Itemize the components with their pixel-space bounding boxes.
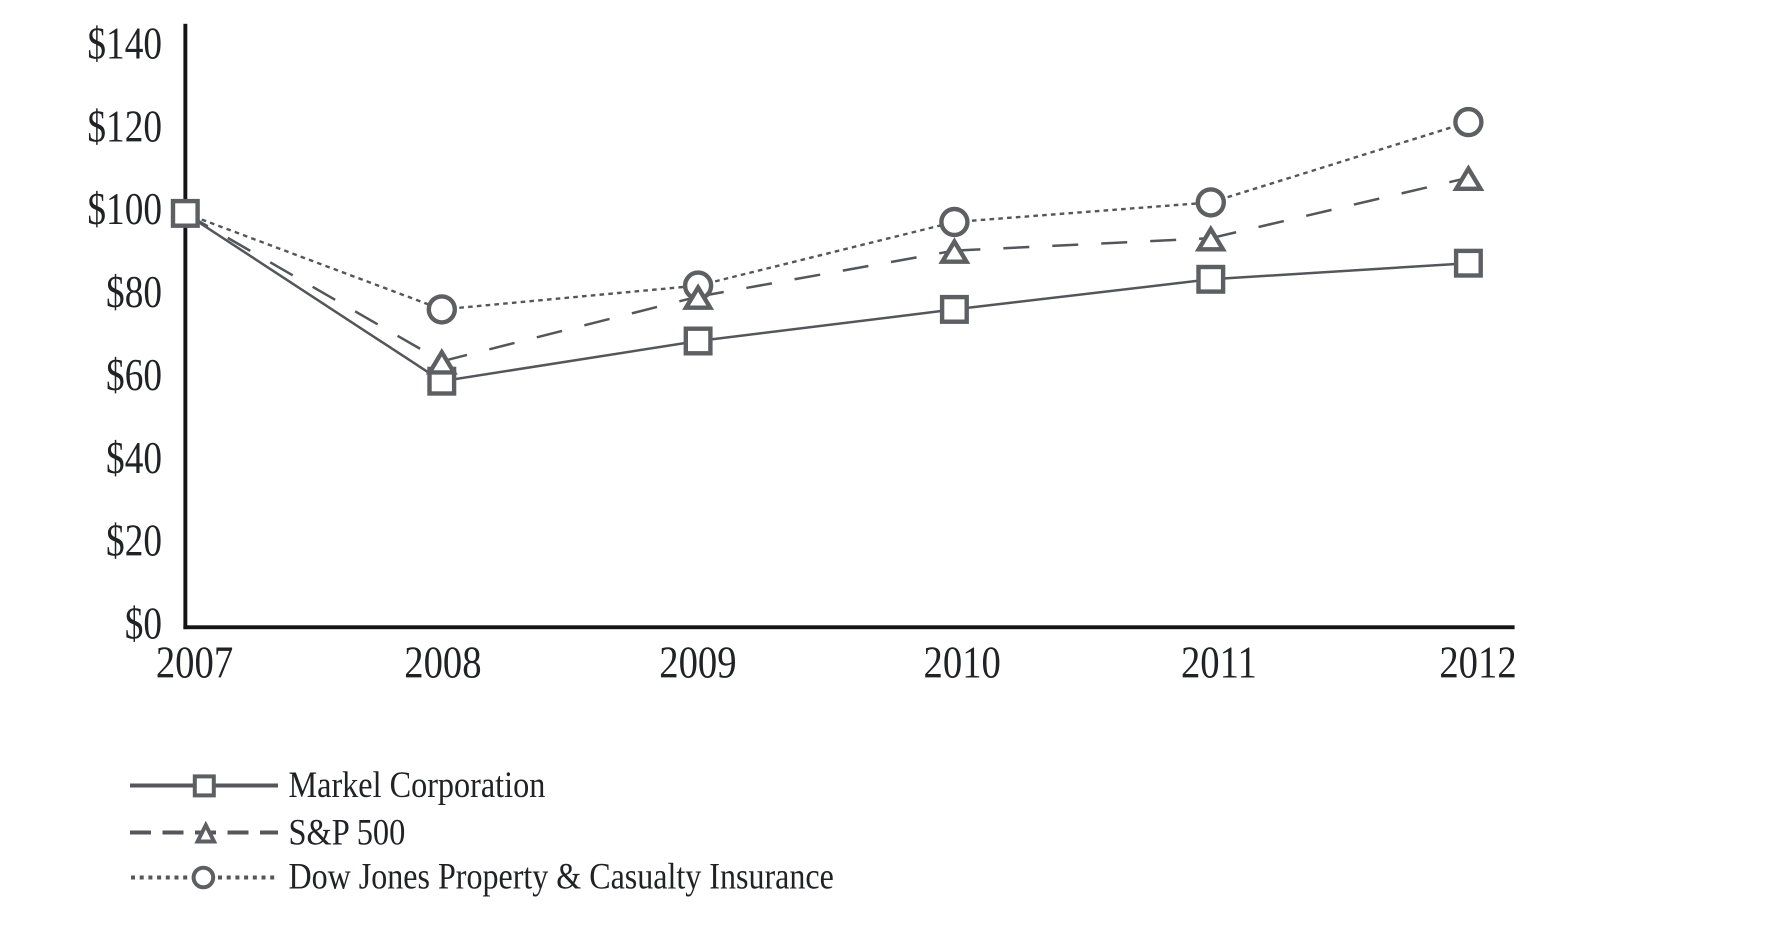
svg-text:Markel Corporation: Markel Corporation	[289, 765, 546, 805]
svg-text:2009: 2009	[659, 638, 736, 689]
svg-text:$60: $60	[106, 349, 162, 399]
svg-text:2010: 2010	[924, 638, 1001, 689]
svg-text:2007: 2007	[156, 638, 233, 689]
svg-text:$0: $0	[125, 598, 162, 648]
svg-text:S&P 500: S&P 500	[289, 813, 406, 853]
svg-text:$120: $120	[87, 101, 162, 151]
svg-text:$80: $80	[106, 267, 162, 317]
svg-text:2008: 2008	[404, 638, 481, 689]
svg-text:$20: $20	[106, 515, 162, 565]
svg-text:$40: $40	[106, 432, 162, 482]
svg-text:2012: 2012	[1439, 638, 1516, 689]
svg-text:$100: $100	[87, 184, 162, 234]
svg-text:$140: $140	[87, 18, 162, 68]
svg-text:Dow Jones Property & Casualty: Dow Jones Property & Casualty Insurance	[289, 857, 834, 897]
svg-text:2011: 2011	[1181, 638, 1257, 689]
